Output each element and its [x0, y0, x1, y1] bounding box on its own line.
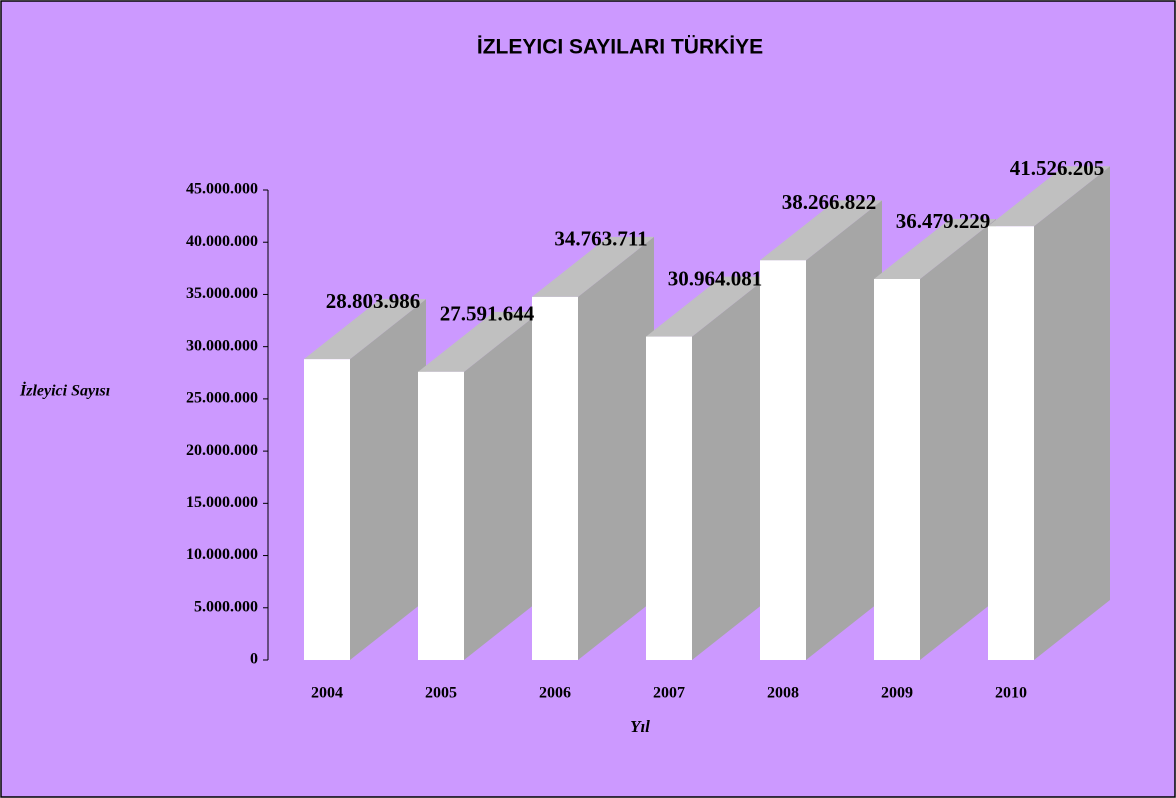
value-label: 34.763.711: [554, 227, 647, 251]
bar-side: [350, 299, 426, 660]
bar: [304, 359, 350, 660]
y-tick-label: 45.000.000: [186, 181, 258, 198]
bar-top: [874, 218, 996, 279]
x-tick-label: 2004: [311, 685, 343, 702]
y-tick-label: 30.000.000: [186, 337, 258, 354]
y-tick-label: 40.000.000: [186, 233, 258, 250]
value-label: 36.479.229: [896, 209, 991, 233]
y-axis-label: İzleyici Sayısı: [19, 381, 110, 400]
bar-top: [418, 311, 540, 372]
bar-side: [1034, 166, 1110, 660]
bar: [874, 278, 920, 660]
y-tick-label: 0: [250, 651, 258, 668]
x-tick-label: 2010: [995, 685, 1027, 702]
bar-top: [304, 299, 426, 360]
value-label: 41.526.205: [1010, 156, 1105, 180]
value-label: 28.803.986: [326, 289, 421, 313]
value-label: 30.964.081: [668, 266, 763, 290]
bar-side: [578, 236, 654, 660]
y-tick-label: 20.000.000: [186, 442, 258, 459]
bar-top: [532, 236, 654, 297]
bar-side: [692, 276, 768, 660]
value-label: 27.591.644: [440, 302, 535, 326]
bar: [418, 371, 464, 660]
y-tick-label: 25.000.000: [186, 390, 258, 407]
x-axis-label: Yıl: [630, 717, 650, 736]
bar-side: [806, 200, 882, 660]
x-tick-label: 2007: [653, 685, 685, 702]
y-tick-label: 10.000.000: [186, 546, 258, 563]
y-tick-label: 15.000.000: [186, 494, 258, 511]
chart-title: İZLEYICI SAYILARI TÜRKİYE: [477, 36, 763, 59]
value-label: 38.266.822: [782, 190, 877, 214]
x-tick-label: 2006: [539, 685, 571, 702]
y-tick-label: 35.000.000: [186, 285, 258, 302]
bar-side: [920, 218, 996, 660]
x-tick-label: 2008: [767, 685, 799, 702]
bar-top: [646, 276, 768, 337]
x-tick-label: 2009: [881, 685, 913, 702]
y-tick-label: 5.000.000: [194, 598, 258, 615]
bar-side: [464, 311, 540, 660]
x-tick-label: 2005: [425, 685, 457, 702]
bar-top: [760, 200, 882, 261]
bar: [988, 226, 1034, 660]
bar: [760, 260, 806, 660]
bar: [532, 296, 578, 660]
bar: [646, 336, 692, 660]
bar-top: [988, 166, 1110, 227]
